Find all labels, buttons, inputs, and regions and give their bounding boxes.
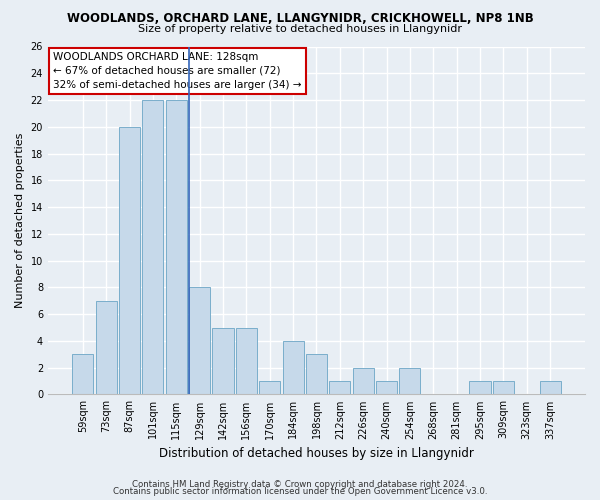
Bar: [142, 100, 163, 394]
Bar: [329, 381, 350, 394]
Bar: [493, 381, 514, 394]
Y-axis label: Number of detached properties: Number of detached properties: [15, 133, 25, 308]
Text: Contains public sector information licensed under the Open Government Licence v3: Contains public sector information licen…: [113, 487, 487, 496]
Bar: [306, 354, 327, 395]
Bar: [95, 301, 117, 394]
Text: WOODLANDS ORCHARD LANE: 128sqm
← 67% of detached houses are smaller (72)
32% of : WOODLANDS ORCHARD LANE: 128sqm ← 67% of …: [53, 52, 302, 90]
Text: Size of property relative to detached houses in Llangynidr: Size of property relative to detached ho…: [138, 24, 462, 34]
Bar: [376, 381, 397, 394]
Bar: [212, 328, 233, 394]
Bar: [166, 100, 187, 394]
Bar: [283, 341, 304, 394]
Text: WOODLANDS, ORCHARD LANE, LLANGYNIDR, CRICKHOWELL, NP8 1NB: WOODLANDS, ORCHARD LANE, LLANGYNIDR, CRI…: [67, 12, 533, 26]
Bar: [73, 354, 94, 395]
Bar: [400, 368, 421, 394]
Bar: [236, 328, 257, 394]
Bar: [119, 127, 140, 394]
Bar: [469, 381, 491, 394]
X-axis label: Distribution of detached houses by size in Llangynidr: Distribution of detached houses by size …: [159, 447, 474, 460]
Text: Contains HM Land Registry data © Crown copyright and database right 2024.: Contains HM Land Registry data © Crown c…: [132, 480, 468, 489]
Bar: [259, 381, 280, 394]
Bar: [353, 368, 374, 394]
Bar: [189, 288, 210, 395]
Bar: [539, 381, 560, 394]
